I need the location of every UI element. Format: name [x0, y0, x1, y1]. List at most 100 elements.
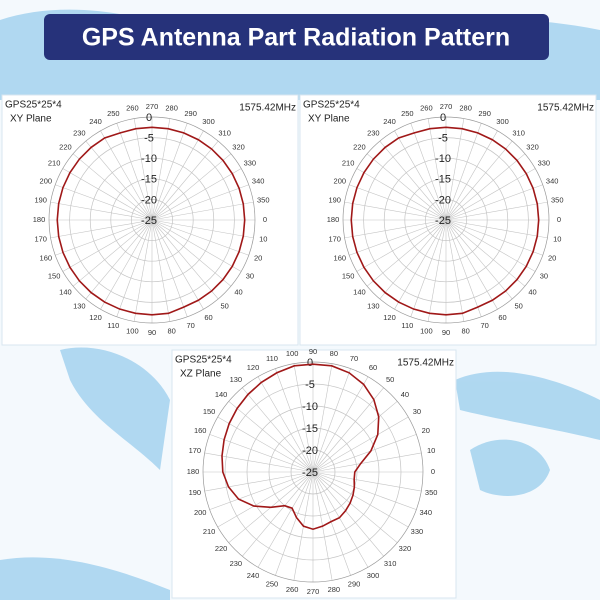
angle-label: 270	[440, 102, 453, 111]
angle-label: 30	[540, 271, 548, 280]
angle-label: 0	[263, 215, 267, 224]
spoke	[379, 219, 447, 300]
spoke	[312, 471, 417, 510]
spoke	[312, 416, 409, 473]
angle-label: 280	[328, 585, 341, 594]
angle-label: 40	[234, 288, 242, 297]
angle-label: 200	[194, 508, 207, 517]
spoke	[133, 118, 153, 221]
radial-label: -20	[435, 194, 451, 206]
spoke	[116, 123, 153, 221]
angle-label: 50	[386, 375, 394, 384]
grid-ring	[224, 383, 402, 561]
title-banner	[44, 14, 549, 60]
angle-label: 10	[259, 235, 267, 244]
spoke	[217, 471, 314, 528]
angle-label: 210	[48, 158, 61, 167]
angle-label: 180	[327, 215, 340, 224]
spoke	[312, 368, 351, 473]
chart-annotation: 1575.42MHz	[537, 103, 594, 114]
angle-label: 20	[254, 254, 262, 263]
angle-label: 40	[528, 288, 536, 297]
spoke	[312, 376, 369, 473]
spoke	[72, 219, 153, 287]
spoke	[209, 471, 314, 510]
angle-label: 310	[512, 128, 525, 137]
radial-label: -10	[302, 401, 318, 413]
spoke	[151, 153, 232, 221]
angle-label: 300	[496, 117, 509, 126]
angle-label: 0	[431, 467, 435, 476]
spoke	[445, 123, 482, 221]
angle-label: 130	[73, 302, 86, 311]
angle-label: 110	[107, 321, 119, 330]
angle-label: 300	[202, 117, 215, 126]
angle-label: 80	[330, 349, 338, 358]
angle-label: 340	[420, 508, 433, 517]
angle-label: 70	[186, 321, 194, 330]
angle-label: 290	[348, 580, 361, 589]
angle-label: 20	[422, 426, 430, 435]
angle-label: 150	[48, 271, 61, 280]
radial-label: 0	[146, 112, 152, 124]
angle-label: 240	[89, 117, 102, 126]
angle-label: 50	[220, 302, 228, 311]
angle-label: 330	[538, 158, 551, 167]
angle-label: 90	[148, 328, 156, 337]
spoke	[427, 219, 447, 322]
angle-label: 310	[384, 559, 397, 568]
grid-ring	[131, 199, 173, 241]
angle-label: 80	[461, 326, 469, 335]
spoke	[312, 363, 333, 473]
spoke	[445, 219, 526, 287]
grid-ring	[363, 137, 529, 303]
spoke	[312, 401, 398, 473]
spoke	[427, 118, 447, 221]
spoke	[257, 471, 314, 568]
angle-label: 10	[427, 446, 435, 455]
angle-label: 0	[557, 215, 561, 224]
spoke	[55, 219, 153, 256]
spoke	[151, 219, 171, 322]
spoke	[344, 219, 447, 239]
radial-label: -15	[435, 174, 451, 186]
spoke	[151, 219, 232, 287]
spoke	[151, 184, 249, 221]
angle-label: 210	[203, 527, 216, 536]
angle-label: 90	[309, 347, 317, 356]
spoke	[312, 471, 384, 557]
angle-label: 250	[107, 109, 120, 118]
angle-label: 320	[526, 142, 539, 151]
angle-label: 30	[246, 271, 254, 280]
angle-label: 270	[307, 587, 320, 596]
spoke	[312, 471, 351, 576]
spoke	[445, 153, 526, 221]
radial-label: 0	[440, 112, 446, 124]
grid-ring	[268, 427, 358, 517]
angle-label: 340	[252, 176, 265, 185]
spoke	[275, 368, 314, 473]
spoke	[366, 219, 447, 287]
angle-label: 220	[353, 142, 366, 151]
angle-label: 270	[146, 102, 159, 111]
angle-label: 170	[34, 235, 47, 244]
grid-ring	[202, 361, 424, 583]
spoke	[445, 219, 513, 300]
angle-label: 230	[367, 128, 380, 137]
angle-label: 300	[367, 571, 380, 580]
spoke	[356, 219, 447, 272]
angle-label: 320	[232, 142, 245, 151]
spoke	[133, 219, 153, 322]
angle-label: 120	[383, 313, 396, 322]
spoke	[257, 376, 314, 473]
radial-label: -20	[141, 194, 157, 206]
radial-label: -15	[141, 174, 157, 186]
angle-label: 120	[247, 363, 260, 372]
grid-ring	[290, 449, 336, 495]
chart-subtitle: XZ Plane	[180, 369, 222, 380]
page-title: GPS Antenna Part Radiation Pattern	[82, 24, 510, 52]
radial-label: -15	[302, 423, 318, 435]
angle-label: 50	[514, 302, 522, 311]
spoke	[445, 201, 548, 221]
